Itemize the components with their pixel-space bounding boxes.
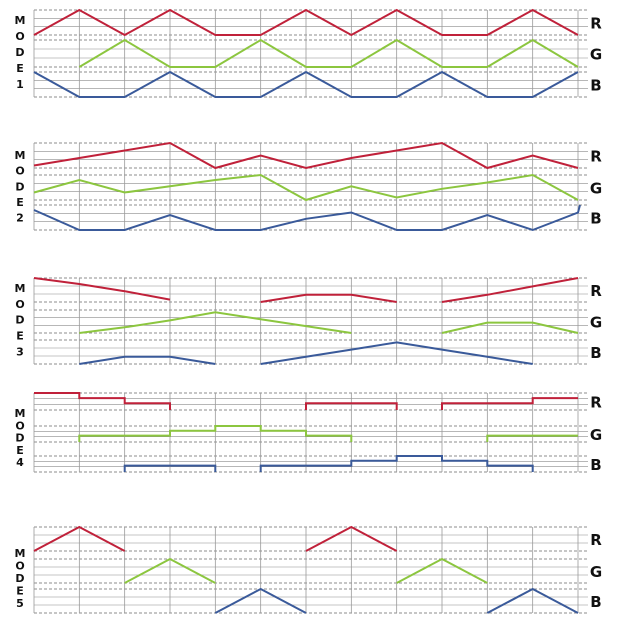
channel-label-g: G bbox=[590, 563, 602, 581]
channel-label-b: B bbox=[590, 344, 601, 362]
series-g-line bbox=[33, 173, 579, 202]
grid bbox=[33, 392, 588, 473]
mode-label-letter: 4 bbox=[16, 456, 24, 469]
grid bbox=[33, 526, 588, 614]
channel-label-r: R bbox=[590, 531, 602, 549]
mode-label-letter: E bbox=[16, 444, 24, 457]
channel-label-r: R bbox=[590, 282, 602, 300]
mode-label-letter: D bbox=[15, 314, 24, 327]
channel-label-b: B bbox=[590, 593, 601, 611]
series-g-line bbox=[78, 38, 579, 68]
channel-label-g: G bbox=[590, 46, 602, 64]
mode-label-letter: D bbox=[15, 46, 24, 59]
channel-label-g: G bbox=[590, 426, 602, 444]
channel-label-b: B bbox=[590, 77, 601, 95]
mode-label-letter: D bbox=[15, 180, 24, 193]
mode-label-letter: 5 bbox=[16, 597, 24, 610]
mode-label-letter: 3 bbox=[16, 345, 24, 358]
mode-label-letter: D bbox=[15, 432, 24, 445]
series-r-line bbox=[34, 392, 578, 410]
channel-label-r: R bbox=[590, 394, 602, 412]
series-g-line bbox=[124, 557, 488, 584]
series-r-line bbox=[33, 8, 579, 37]
series-b-line bbox=[33, 70, 579, 98]
series-g-line bbox=[79, 311, 579, 334]
series-r-line bbox=[33, 141, 579, 170]
series-b-line bbox=[123, 455, 534, 472]
channel-label-b: B bbox=[590, 210, 601, 228]
mode-label-letter: 1 bbox=[16, 78, 24, 91]
channel-label-b: B bbox=[590, 456, 601, 474]
mode-label-letter: O bbox=[15, 165, 24, 178]
channel-label-r: R bbox=[590, 15, 602, 33]
mode-label-letter: M bbox=[15, 547, 26, 560]
channel-label-g: G bbox=[590, 314, 602, 332]
series-r-line bbox=[33, 277, 579, 303]
mode-label-letter: D bbox=[15, 572, 24, 585]
mode-label-letter: M bbox=[15, 149, 26, 162]
mode-label-letter: O bbox=[15, 560, 24, 573]
grid bbox=[33, 142, 588, 231]
series-g-line bbox=[78, 425, 578, 442]
mode-label-letter: 2 bbox=[16, 212, 24, 225]
mode-label-letter: M bbox=[15, 282, 26, 295]
series-b-line bbox=[214, 587, 579, 614]
grid bbox=[33, 9, 588, 98]
mode-label-letter: E bbox=[16, 585, 24, 598]
mode-label-letter: M bbox=[15, 14, 26, 27]
channel-label-g: G bbox=[590, 180, 602, 198]
mode-label-letter: O bbox=[15, 419, 24, 432]
series-b-line bbox=[79, 341, 533, 365]
mode-label-letter: M bbox=[15, 407, 26, 420]
channel-label-r: R bbox=[590, 148, 602, 166]
mode-label-letter: E bbox=[16, 330, 24, 343]
series-r-line bbox=[33, 525, 398, 552]
series-b-line bbox=[33, 204, 581, 232]
mode-label-letter: E bbox=[16, 62, 24, 75]
mode-label-letter: O bbox=[15, 30, 24, 43]
mode-label-letter: O bbox=[15, 298, 24, 311]
mode-label-letter: E bbox=[16, 196, 24, 209]
